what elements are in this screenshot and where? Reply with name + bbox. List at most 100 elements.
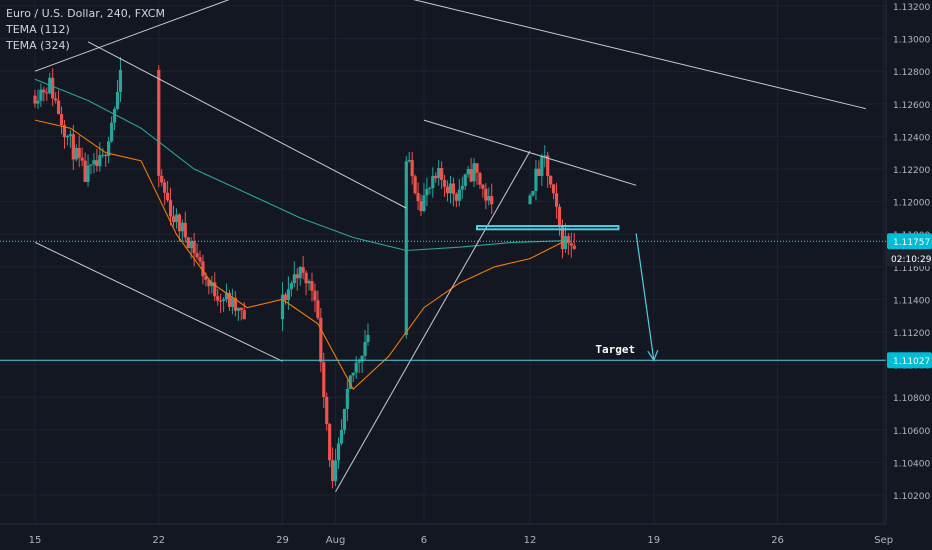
candle-body: [213, 282, 217, 297]
candle-body: [192, 241, 196, 254]
trendline[interactable]: [423, 119, 637, 186]
candle-body: [554, 193, 559, 207]
candle-body: [74, 147, 78, 160]
candle-body: [36, 100, 40, 104]
candle-body: [204, 276, 208, 280]
candle-body: [289, 283, 293, 290]
candle-body: [451, 183, 456, 194]
candle-body: [410, 159, 414, 177]
x-tick-label: 6: [421, 535, 427, 546]
candle-body: [242, 310, 246, 320]
candle-body: [428, 188, 432, 190]
candle-body: [95, 160, 99, 167]
candle-body: [180, 222, 184, 232]
candle-body: [434, 175, 438, 179]
candle-body: [286, 289, 291, 300]
candle-body: [77, 147, 81, 158]
candle-body: [115, 91, 120, 109]
candle-body: [537, 168, 541, 176]
candle-body: [481, 184, 485, 189]
x-tick-label: 15: [29, 535, 42, 546]
x-tick-label: 26: [771, 535, 784, 546]
candle-body: [339, 430, 344, 444]
target-price-label: 1.11027: [893, 357, 930, 367]
candle-body: [104, 154, 108, 157]
y-tick-label: 1.13000: [893, 36, 930, 46]
candle-body: [540, 156, 544, 176]
y-tick-label: 1.12800: [893, 68, 930, 78]
candle-body: [445, 186, 450, 194]
trendline[interactable]: [406, 0, 867, 110]
candle-body: [360, 355, 364, 362]
candle-body: [422, 195, 426, 212]
trendline[interactable]: [34, 0, 247, 72]
candle-body: [440, 168, 444, 180]
x-tick-label: 12: [524, 535, 537, 546]
candle-body: [466, 169, 470, 175]
y-tick-label: 1.10800: [893, 394, 930, 404]
candle-body: [552, 184, 556, 194]
candle-body: [224, 292, 229, 300]
candle-body: [177, 214, 181, 232]
candle-body: [233, 297, 237, 311]
candle-body: [490, 196, 494, 205]
candle-body: [56, 100, 61, 115]
candle-body: [546, 155, 550, 176]
target-arrow[interactable]: [635, 233, 655, 361]
y-tick-label: 1.12400: [893, 133, 930, 143]
candle-body: [80, 157, 84, 161]
candle-body: [463, 174, 467, 186]
candle-body: [478, 172, 482, 185]
candle-body: [59, 114, 64, 126]
candle-body: [174, 214, 179, 223]
candle-body: [487, 196, 491, 201]
y-tick-label: 1.12000: [893, 199, 930, 209]
candle-body: [298, 267, 302, 279]
x-tick-label: Sep: [874, 535, 893, 546]
candle-body: [110, 122, 114, 142]
candle-body: [475, 163, 479, 173]
candle-body: [219, 300, 223, 302]
indicator-tema-112: TEMA (112): [6, 23, 70, 36]
candle-body: [210, 282, 214, 287]
y-tick-label: 1.10200: [893, 492, 930, 502]
candle-body: [472, 163, 476, 182]
candle-body: [366, 334, 370, 343]
candle-body: [442, 179, 447, 187]
candle-body: [283, 294, 288, 300]
candle-body: [425, 188, 429, 196]
y-tick-label: 1.12600: [893, 101, 930, 111]
tema-112-line: [34, 119, 566, 390]
target-annotation: Target: [595, 343, 635, 356]
candle-body: [207, 279, 211, 287]
candle-body: [310, 281, 314, 291]
candle-body: [171, 216, 176, 223]
y-tick-label: 1.12200: [893, 166, 930, 176]
candle-body: [557, 206, 562, 226]
candle-body: [168, 200, 173, 217]
candle-body: [560, 225, 565, 250]
trendline[interactable]: [34, 241, 283, 362]
candle-body: [83, 160, 87, 182]
candle-body: [42, 89, 46, 93]
candle-body: [163, 182, 167, 193]
indicator-tema-324: TEMA (324): [6, 39, 70, 52]
resistance-box[interactable]: [476, 225, 620, 231]
trendline[interactable]: [335, 150, 531, 492]
candle-body: [431, 175, 435, 189]
candle-body: [363, 342, 367, 356]
candle-body: [216, 296, 220, 301]
candle-body: [336, 443, 341, 461]
candle-body: [448, 183, 453, 194]
y-tick-label: 1.11600: [893, 264, 930, 274]
trendline[interactable]: [87, 41, 407, 209]
candle-body: [357, 361, 361, 363]
candle-body: [92, 160, 96, 165]
candle-body: [345, 388, 349, 409]
y-tick-label: 1.13200: [893, 3, 930, 13]
candle-body: [419, 201, 423, 212]
candle-body: [437, 168, 441, 179]
candle-body: [186, 237, 190, 249]
